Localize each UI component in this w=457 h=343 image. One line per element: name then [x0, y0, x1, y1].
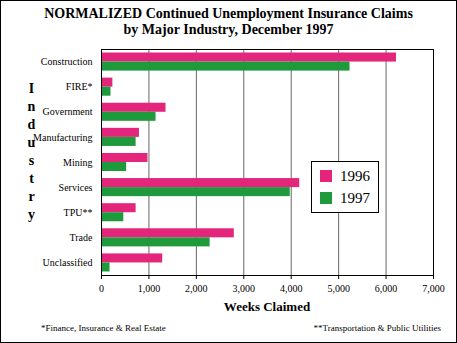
- html-text:1997: 1997: [340, 190, 370, 206]
- svg-text:0: 0: [99, 283, 104, 294]
- svg-text:FIRE*: FIRE*: [66, 81, 93, 92]
- svg-text:1,000: 1,000: [138, 283, 161, 294]
- svg-text:Government: Government: [43, 106, 93, 117]
- html-text:**Transportation & Public Util: **Transportation & Public Utilities: [313, 323, 441, 333]
- html-text:by Major Industry, December 19: by Major Industry, December 1997: [123, 22, 334, 37]
- svg-text:Trade: Trade: [70, 232, 94, 243]
- svg-text:Mining: Mining: [63, 157, 92, 168]
- html-text:NORMALIZED Continued Unemploym: NORMALIZED Continued Unemployment Insura…: [44, 6, 413, 21]
- svg-text:Unclassified: Unclassified: [43, 257, 93, 268]
- html-text:1996: 1996: [340, 168, 370, 184]
- svg-text:Manufacturing: Manufacturing: [33, 132, 92, 143]
- svg-text:4,000: 4,000: [280, 283, 303, 294]
- html-text:*Finance, Insurance & Real Est: *Finance, Insurance & Real Estate: [41, 323, 166, 333]
- svg-text:Construction: Construction: [41, 56, 93, 67]
- svg-text:Services: Services: [59, 182, 93, 193]
- svg-text:2,000: 2,000: [185, 283, 208, 294]
- html-text:Industry: Industry: [24, 81, 39, 225]
- svg-text:6,000: 6,000: [375, 283, 398, 294]
- svg-text:TPU**: TPU**: [64, 207, 93, 218]
- html-text:Weeks Claimed: Weeks Claimed: [223, 299, 311, 314]
- svg-text:7,000: 7,000: [422, 283, 445, 294]
- svg-text:3,000: 3,000: [233, 283, 256, 294]
- svg-text:5,000: 5,000: [327, 283, 350, 294]
